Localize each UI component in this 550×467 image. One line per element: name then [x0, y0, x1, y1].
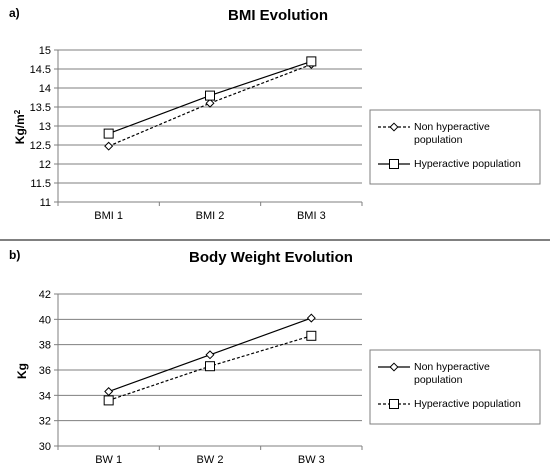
chart-b-series-0-point — [306, 313, 316, 323]
chart-b-legend-label-line: population — [414, 374, 463, 386]
chart-a-ytick-label: 12.5 — [30, 140, 51, 152]
chart-b-ytick-label: 42 — [39, 289, 51, 301]
chart-a-legend-swatch-marker — [389, 122, 399, 132]
chart-a-xtick-label: BMI 3 — [297, 210, 326, 222]
chart-a-xtick-label: BMI 2 — [196, 210, 225, 222]
chart-a-series-1-point — [103, 128, 114, 139]
panel-a-label: a) — [9, 6, 20, 20]
svg-text:Kg/m2: Kg/m2 — [13, 109, 28, 144]
chart-a-series-1-point — [306, 56, 317, 67]
chart-b-ytick-label: 34 — [39, 390, 51, 402]
chart-b-legend-label-line: Hyperactive population — [414, 398, 521, 410]
chart-b-legend-swatch-marker — [389, 399, 399, 409]
chart-a-series-0-point — [205, 98, 215, 108]
chart-a-ytick-label: 15 — [39, 45, 51, 57]
chart-a-legend-label: Hyperactive population — [414, 158, 521, 170]
chart-a-ytick-label: 11 — [40, 197, 51, 209]
chart-a-ytick-label: 12 — [39, 159, 51, 171]
chart-b-xtick-label: BW 1 — [95, 454, 122, 466]
chart-a-ylabel-main: Kg/m — [13, 114, 27, 144]
chart-a-legend-label-line: Non hyperactive — [414, 121, 490, 133]
chart-a-ytick-label: 13.5 — [30, 102, 51, 114]
chart-b-series-0-point — [104, 387, 114, 397]
chart-a-ytick-label: 11.5 — [30, 178, 51, 190]
chart-a-legend — [369, 109, 541, 185]
chart-a-ylabel-sup: 2 — [13, 109, 22, 114]
chart-b-ylabel: Kg — [15, 363, 29, 379]
chart-b-legend-swatch-marker — [389, 362, 399, 372]
chart-a-ytick-label: 13 — [39, 121, 51, 133]
chart-a-legend-swatch-marker — [389, 159, 399, 169]
chart-a-xtick-label: BMI 1 — [94, 210, 123, 222]
chart-a-ytick-label: 14 — [39, 83, 51, 95]
chart-a-legend-label: Non hyperactive population — [414, 121, 490, 146]
chart-b-series-1-point — [103, 395, 114, 406]
chart-a-ytick-label: 14.5 — [30, 64, 51, 76]
chart-b-legend-label: Hyperactive population — [414, 398, 521, 410]
chart-a-legend-label-line: Hyperactive population — [414, 158, 521, 170]
chart-b-xtick-label: BW 3 — [298, 454, 325, 466]
chart-a-legend-label-line: population — [414, 134, 463, 146]
chart-b-series-0-point — [205, 350, 215, 360]
chart-b-ytick-label: 38 — [39, 340, 51, 352]
chart-a-title: BMI Evolution — [228, 7, 328, 24]
chart-b-series-1-point — [205, 361, 215, 372]
chart-b-ytick-label: 36 — [39, 365, 51, 377]
chart-b-title: Body Weight Evolution — [189, 249, 353, 266]
svg-text:Kg: Kg — [15, 363, 29, 379]
chart-a-series-0-point — [104, 141, 114, 151]
chart-b-xtick-label: BW 2 — [197, 454, 224, 466]
chart-a-ylabel: Kg/m2 — [13, 109, 28, 144]
chart-a-plot: 11 11.5 12 12.5 13 13.5 14 14.5 15 BMI 1 BMI 2 BMI … — [30, 45, 541, 222]
panel-b-label: b) — [9, 248, 20, 262]
chart-b-ylabel-main: Kg — [15, 363, 29, 379]
chart-b-ytick-label: 32 — [39, 416, 51, 428]
chart-a-series-1-point — [205, 90, 215, 101]
chart-b-plot: 30 32 34 36 38 40 42 BW 1 BW 2 BW 3 Non hyperactiv… — [39, 289, 541, 466]
chart-b-legend-label: Non hyperactive population — [414, 361, 490, 386]
chart-b-legend-label-line: Non hyperactive — [414, 361, 490, 373]
chart-b-ytick-label: 40 — [39, 314, 51, 326]
chart-b-ytick-label: 30 — [39, 441, 51, 453]
chart-b-legend — [369, 349, 541, 425]
chart-b-series-1-point — [306, 330, 317, 341]
